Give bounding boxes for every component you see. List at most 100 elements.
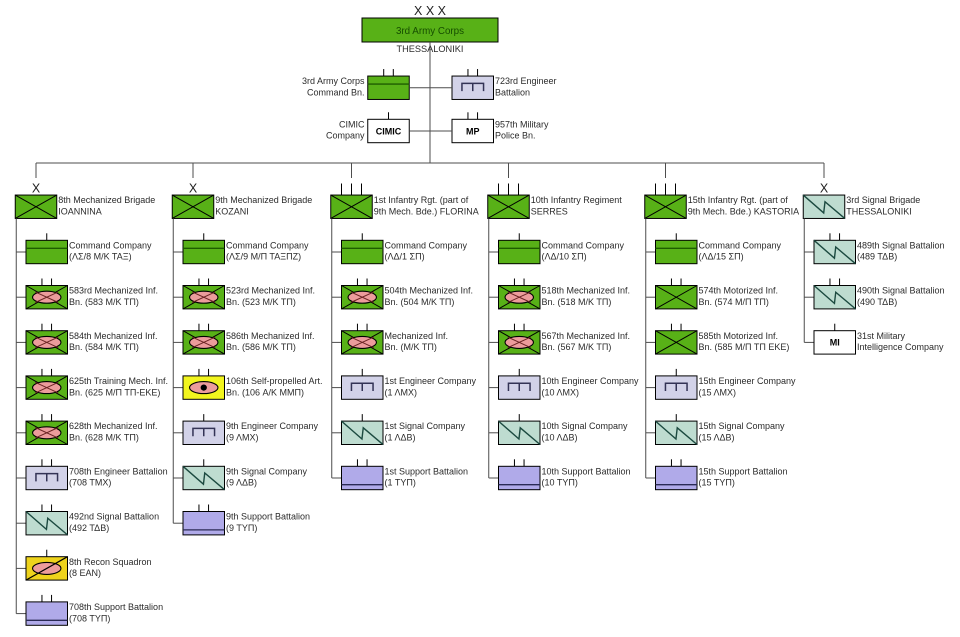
svg-text:15th Support Battalion: 15th Support Battalion — [699, 466, 788, 476]
svg-text:Bn. (586 Μ/Κ ΤΠ): Bn. (586 Μ/Κ ΤΠ) — [226, 342, 296, 352]
svg-text:31st Military: 31st Military — [857, 331, 906, 341]
svg-text:(1 ΛΔΒ): (1 ΛΔΒ) — [385, 433, 416, 443]
svg-text:Mechanized Inf.: Mechanized Inf. — [385, 331, 449, 341]
svg-text:Bn. (523 Μ/Κ ΤΠ): Bn. (523 Μ/Κ ΤΠ) — [226, 297, 296, 307]
svg-text:Bn. (574 Μ/Π ΤΠ): Bn. (574 Μ/Π ΤΠ) — [699, 297, 769, 307]
svg-text:(492 ΤΔΒ): (492 ΤΔΒ) — [69, 523, 109, 533]
svg-text:583rd Mechanized Inf.: 583rd Mechanized Inf. — [69, 286, 158, 296]
svg-text:(ΛΣ/8 Μ/Κ ΤΑΞ): (ΛΣ/8 Μ/Κ ΤΑΞ) — [69, 252, 132, 262]
svg-text:Bn. (583 Μ/Κ ΤΠ): Bn. (583 Μ/Κ ΤΠ) — [69, 297, 139, 307]
svg-text:(708 ΤΜΧ): (708 ΤΜΧ) — [69, 478, 111, 488]
svg-text:Command Company: Command Company — [226, 240, 309, 250]
svg-text:10th Infantry Regiment: 10th Infantry Regiment — [531, 195, 623, 205]
svg-text:3rd Army Corps: 3rd Army Corps — [396, 26, 464, 37]
svg-text:(ΛΔ/10 ΣΠ): (ΛΔ/10 ΣΠ) — [542, 252, 587, 262]
svg-text:708th Engineer Battalion: 708th Engineer Battalion — [69, 466, 168, 476]
svg-text:CIMIC: CIMIC — [376, 126, 402, 136]
svg-text:Command Bn.: Command Bn. — [307, 87, 365, 97]
svg-text:X: X — [189, 182, 198, 196]
svg-text:(10 ΤΥΠ): (10 ΤΥΠ) — [542, 478, 578, 488]
svg-text:1st Engineer Company: 1st Engineer Company — [385, 376, 477, 386]
svg-text:625th Training Mech. Inf.: 625th Training Mech. Inf. — [69, 376, 168, 386]
svg-text:IOANNINA: IOANNINA — [58, 206, 102, 216]
svg-text:492nd Signal Battalion: 492nd Signal Battalion — [69, 512, 159, 522]
svg-text:SERRES: SERRES — [531, 206, 568, 216]
svg-text:(489 ΤΔΒ): (489 ΤΔΒ) — [857, 252, 897, 262]
svg-text:(1 ΛΜΧ): (1 ΛΜΧ) — [385, 387, 418, 397]
svg-text:(9 ΤΥΠ): (9 ΤΥΠ) — [226, 523, 257, 533]
svg-text:(15 ΛΜΧ): (15 ΛΜΧ) — [699, 387, 737, 397]
svg-text:10th Signal Company: 10th Signal Company — [542, 421, 629, 431]
svg-text:MI: MI — [830, 338, 840, 348]
svg-text:15th Infantry Rgt. (part of: 15th Infantry Rgt. (part of — [688, 195, 789, 205]
svg-text:957th Military: 957th Military — [495, 119, 549, 129]
svg-text:X X X: X X X — [414, 4, 447, 18]
svg-text:(490 ΤΔΒ): (490 ΤΔΒ) — [857, 297, 897, 307]
svg-text:(10 ΛΜΧ): (10 ΛΜΧ) — [542, 387, 580, 397]
svg-text:(ΛΔ/15 ΣΠ): (ΛΔ/15 ΣΠ) — [699, 252, 744, 262]
svg-text:X: X — [32, 182, 41, 196]
svg-text:9th Mech. Bde.) FLORINA: 9th Mech. Bde.) FLORINA — [374, 206, 479, 216]
svg-text:10th Engineer Company: 10th Engineer Company — [542, 376, 640, 386]
svg-text:9th Mech. Bde.) KASTORIA: 9th Mech. Bde.) KASTORIA — [688, 206, 799, 216]
svg-text:Command Company: Command Company — [69, 240, 152, 250]
svg-text:523rd Mechanized Inf.: 523rd Mechanized Inf. — [226, 286, 315, 296]
svg-text:628th Mechanized Inf.: 628th Mechanized Inf. — [69, 421, 158, 431]
svg-text:518th Mechanized Inf.: 518th Mechanized Inf. — [542, 286, 631, 296]
svg-text:504th Mechanized Inf.: 504th Mechanized Inf. — [385, 286, 474, 296]
svg-text:(ΛΣ/9 Μ/Π ΤΑΞΠΖ): (ΛΣ/9 Μ/Π ΤΑΞΠΖ) — [226, 252, 301, 262]
svg-text:1st Signal Company: 1st Signal Company — [385, 421, 466, 431]
svg-text:106th Self-propelled Art.: 106th Self-propelled Art. — [226, 376, 323, 386]
svg-text:CIMIC: CIMIC — [339, 119, 365, 129]
svg-text:Battalion: Battalion — [495, 87, 530, 97]
svg-text:THESSALONIKI: THESSALONIKI — [846, 206, 912, 216]
svg-text:584th Mechanized Inf.: 584th Mechanized Inf. — [69, 331, 158, 341]
svg-text:Company: Company — [326, 131, 365, 141]
svg-text:Bn. (585 Μ/Π ΤΠ ΕΚΕ): Bn. (585 Μ/Π ΤΠ ΕΚΕ) — [699, 342, 790, 352]
svg-text:Bn. (628 Μ/Κ ΤΠ): Bn. (628 Μ/Κ ΤΠ) — [69, 433, 139, 443]
svg-text:Bn. (584 Μ/Κ ΤΠ): Bn. (584 Μ/Κ ΤΠ) — [69, 342, 139, 352]
svg-text:8th Recon Squadron: 8th Recon Squadron — [69, 557, 152, 567]
svg-text:1st Support Battalion: 1st Support Battalion — [385, 466, 469, 476]
svg-text:(9 ΛΜΧ): (9 ΛΜΧ) — [226, 433, 259, 443]
svg-text:Bn. (504 Μ/Κ ΤΠ): Bn. (504 Μ/Κ ΤΠ) — [385, 297, 455, 307]
svg-text:(8 ΕΑΝ): (8 ΕΑΝ) — [69, 568, 101, 578]
svg-text:Bn. (625 Μ/Π ΤΠ-ΕΚΕ): Bn. (625 Μ/Π ΤΠ-ΕΚΕ) — [69, 387, 160, 397]
svg-text:15th Engineer Company: 15th Engineer Company — [699, 376, 797, 386]
svg-text:9th Signal Company: 9th Signal Company — [226, 466, 308, 476]
svg-text:9th Engineer Company: 9th Engineer Company — [226, 421, 319, 431]
svg-text:Intelligence Company: Intelligence Company — [857, 342, 944, 352]
svg-text:586th Mechanized Inf.: 586th Mechanized Inf. — [226, 331, 315, 341]
svg-text:585th Motorized Inf.: 585th Motorized Inf. — [699, 331, 779, 341]
svg-text:MP: MP — [466, 126, 480, 136]
svg-text:708th Support Battalion: 708th Support Battalion — [69, 602, 163, 612]
svg-text:(708 ΤΥΠ): (708 ΤΥΠ) — [69, 613, 110, 623]
svg-text:Bn. (Μ/Κ ΤΠ): Bn. (Μ/Κ ΤΠ) — [385, 342, 437, 352]
svg-text:489th Signal Battalion: 489th Signal Battalion — [857, 240, 945, 250]
svg-text:KOZANI: KOZANI — [215, 206, 249, 216]
svg-text:Command Company: Command Company — [385, 240, 468, 250]
svg-text:Police Bn.: Police Bn. — [495, 131, 536, 141]
svg-text:Command Company: Command Company — [699, 240, 782, 250]
svg-text:9th Mechanized Brigade: 9th Mechanized Brigade — [215, 195, 312, 205]
svg-text:Bn. (567 Μ/Κ ΤΠ): Bn. (567 Μ/Κ ΤΠ) — [542, 342, 612, 352]
svg-text:1st Infantry Rgt. (part of: 1st Infantry Rgt. (part of — [374, 195, 469, 205]
svg-text:Bn. (106 Α/Κ ΜΜΠ): Bn. (106 Α/Κ ΜΜΠ) — [226, 387, 304, 397]
svg-text:723rd Engineer: 723rd Engineer — [495, 76, 557, 86]
svg-text:(10 ΛΔΒ): (10 ΛΔΒ) — [542, 433, 578, 443]
svg-text:15th Signal Company: 15th Signal Company — [699, 421, 786, 431]
svg-text:(1 ΤΥΠ): (1 ΤΥΠ) — [385, 478, 416, 488]
svg-text:(9 ΛΔΒ): (9 ΛΔΒ) — [226, 478, 257, 488]
svg-text:567th Mechanized Inf.: 567th Mechanized Inf. — [542, 331, 631, 341]
svg-text:3rd Army Corps: 3rd Army Corps — [302, 76, 365, 86]
svg-text:X: X — [820, 182, 829, 196]
svg-text:574th Motorized Inf.: 574th Motorized Inf. — [699, 286, 779, 296]
svg-text:(15 ΛΔΒ): (15 ΛΔΒ) — [699, 433, 735, 443]
svg-text:10th Support Battalion: 10th Support Battalion — [542, 466, 631, 476]
svg-text:(15 ΤΥΠ): (15 ΤΥΠ) — [699, 478, 735, 488]
svg-text:3rd Signal Brigade: 3rd Signal Brigade — [846, 195, 920, 205]
svg-text:Bn. (518 Μ/Κ ΤΠ): Bn. (518 Μ/Κ ΤΠ) — [542, 297, 612, 307]
svg-text:8th Mechanized Brigade: 8th Mechanized Brigade — [58, 195, 155, 205]
svg-text:Command Company: Command Company — [542, 240, 625, 250]
svg-text:9th Support Battalion: 9th Support Battalion — [226, 512, 310, 522]
